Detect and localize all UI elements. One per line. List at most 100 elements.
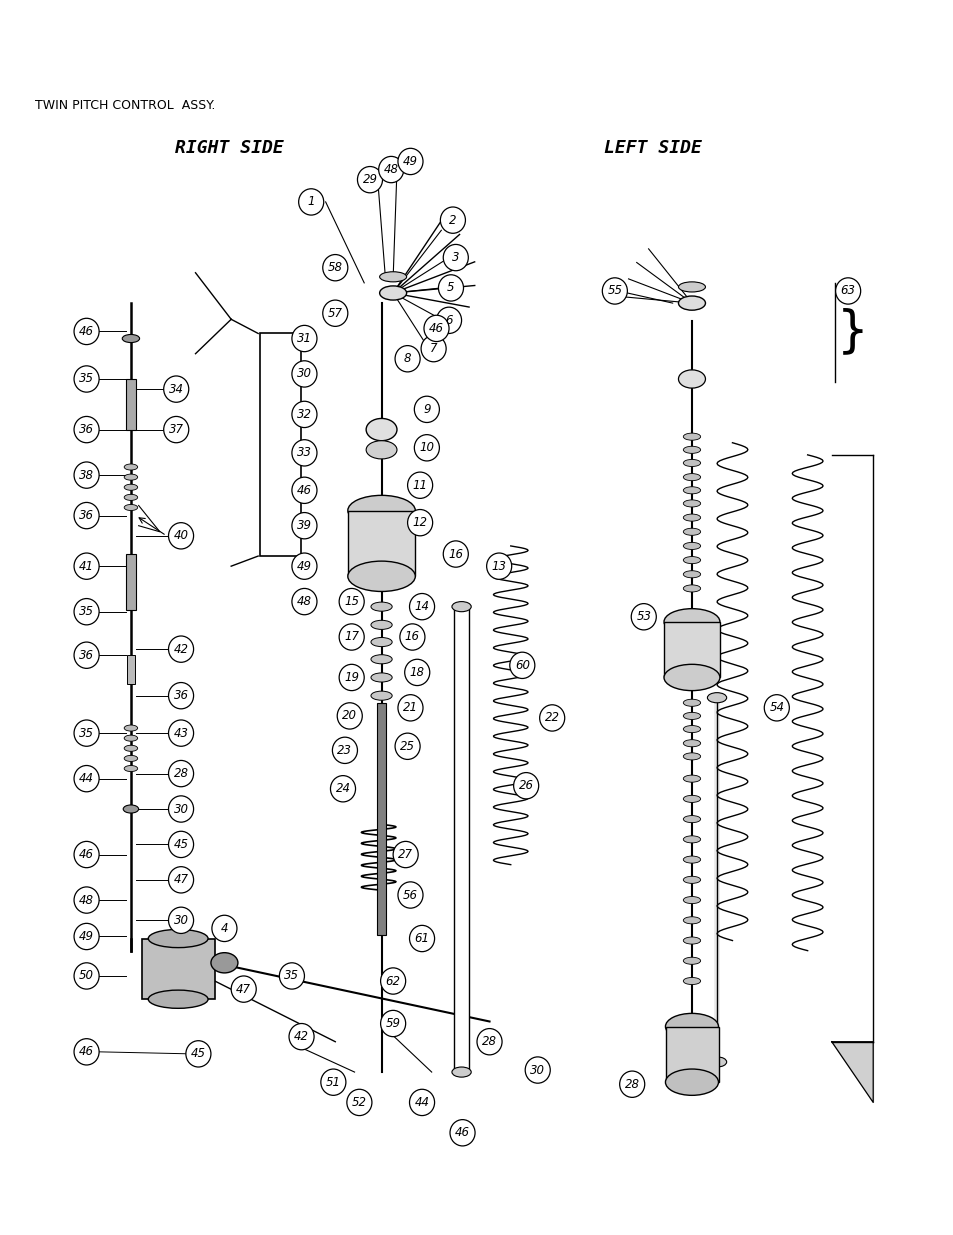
Circle shape [169, 683, 193, 709]
Ellipse shape [371, 655, 392, 663]
Circle shape [74, 887, 99, 913]
Circle shape [397, 882, 422, 908]
Text: 49: 49 [296, 559, 312, 573]
Text: 46: 46 [296, 484, 312, 496]
Ellipse shape [148, 930, 208, 947]
Text: 45: 45 [173, 837, 189, 851]
Ellipse shape [124, 745, 137, 751]
Bar [348, 510, 415, 577]
Ellipse shape [682, 713, 700, 720]
Circle shape [443, 245, 468, 270]
Ellipse shape [663, 664, 720, 690]
Ellipse shape [124, 766, 137, 772]
Ellipse shape [379, 287, 406, 300]
Text: 51: 51 [326, 1076, 340, 1089]
Ellipse shape [371, 673, 392, 682]
Text: 59: 59 [385, 1016, 400, 1030]
Ellipse shape [682, 740, 700, 747]
Circle shape [619, 1071, 644, 1098]
Text: 32: 32 [296, 408, 312, 421]
Circle shape [347, 1089, 372, 1115]
Circle shape [486, 553, 511, 579]
Ellipse shape [682, 542, 700, 550]
Text: 24: 24 [335, 782, 350, 795]
Circle shape [74, 599, 99, 625]
Ellipse shape [682, 459, 700, 467]
Text: 34: 34 [169, 383, 184, 395]
Circle shape [409, 925, 435, 952]
Text: 48: 48 [79, 894, 94, 906]
Circle shape [292, 513, 316, 538]
Text: 4: 4 [220, 921, 228, 935]
Circle shape [322, 254, 348, 280]
Text: 46: 46 [79, 848, 94, 861]
Text: 35: 35 [79, 605, 94, 619]
Text: TWIN PITCH CONTROL  ASSY.: TWIN PITCH CONTROL ASSY. [34, 99, 214, 111]
Text: 42: 42 [173, 642, 189, 656]
Circle shape [292, 588, 316, 615]
Bar [663, 622, 720, 678]
Text: LEFT SIDE: LEFT SIDE [604, 140, 701, 157]
Circle shape [380, 968, 405, 994]
Text: 23: 23 [337, 743, 352, 757]
Ellipse shape [682, 557, 700, 563]
Circle shape [169, 636, 193, 662]
Ellipse shape [211, 952, 237, 973]
Circle shape [279, 963, 304, 989]
Ellipse shape [124, 504, 137, 510]
Bar [126, 379, 135, 430]
Text: 16: 16 [404, 631, 419, 643]
Text: 29: 29 [362, 173, 377, 186]
Circle shape [74, 963, 99, 989]
Ellipse shape [366, 441, 396, 459]
Circle shape [74, 642, 99, 668]
Text: 19: 19 [344, 671, 358, 684]
Ellipse shape [682, 836, 700, 844]
Circle shape [74, 319, 99, 345]
Circle shape [339, 664, 364, 690]
Text: 37: 37 [169, 424, 184, 436]
Text: 47: 47 [173, 873, 189, 887]
Text: 52: 52 [352, 1095, 367, 1109]
Text: 9: 9 [423, 403, 430, 416]
Circle shape [513, 773, 538, 799]
Text: 30: 30 [173, 803, 189, 815]
Text: 42: 42 [294, 1030, 309, 1044]
Text: 36: 36 [79, 648, 94, 662]
Text: 2: 2 [449, 214, 456, 227]
Ellipse shape [124, 494, 137, 500]
Circle shape [330, 776, 355, 802]
Ellipse shape [682, 585, 700, 592]
Text: 48: 48 [296, 595, 312, 608]
Text: 60: 60 [515, 658, 529, 672]
Ellipse shape [682, 877, 700, 883]
Text: 62: 62 [385, 974, 400, 988]
Ellipse shape [452, 601, 471, 611]
Circle shape [292, 325, 316, 352]
Text: 35: 35 [79, 726, 94, 740]
Circle shape [420, 336, 446, 362]
Text: 39: 39 [296, 519, 312, 532]
Ellipse shape [124, 756, 137, 762]
Text: 33: 33 [296, 446, 312, 459]
Circle shape [339, 588, 364, 615]
Ellipse shape [682, 856, 700, 863]
Ellipse shape [682, 725, 700, 732]
Circle shape [74, 462, 99, 488]
Text: 30: 30 [173, 914, 189, 926]
Ellipse shape [682, 937, 700, 944]
Text: 46: 46 [79, 325, 94, 338]
Ellipse shape [366, 419, 396, 441]
Circle shape [339, 624, 364, 650]
Circle shape [74, 1039, 99, 1065]
Circle shape [835, 278, 860, 304]
Ellipse shape [348, 561, 415, 592]
Ellipse shape [124, 725, 137, 731]
Circle shape [332, 737, 357, 763]
Circle shape [438, 274, 463, 301]
Ellipse shape [148, 990, 208, 1008]
Text: 44: 44 [79, 772, 94, 785]
Circle shape [409, 1089, 435, 1115]
Circle shape [423, 315, 449, 342]
Text: 46: 46 [455, 1126, 470, 1139]
